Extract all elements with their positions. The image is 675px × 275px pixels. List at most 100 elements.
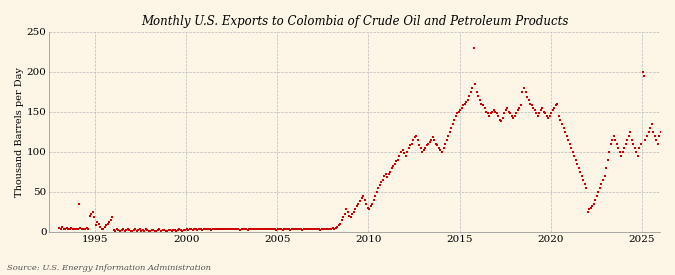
Point [144,229,155,233]
Point [265,227,276,232]
Point [342,210,353,214]
Point [89,215,100,219]
Point [557,122,568,126]
Point [54,226,65,230]
Point [478,103,489,108]
Point [229,227,240,232]
Point [458,103,468,108]
Point [385,170,396,174]
Point [560,130,570,134]
Point [80,226,90,231]
Point [607,138,618,142]
Point [262,227,273,232]
Point [481,110,491,114]
Point [466,90,477,94]
Point [618,150,628,154]
Point [462,98,473,102]
Point [381,172,392,176]
Point [117,227,128,232]
Point [439,142,450,146]
Point [655,130,666,134]
Point [190,226,201,231]
Point [346,215,356,219]
Point [257,227,268,232]
Point [663,142,674,146]
Point [631,150,642,154]
Point [200,227,211,232]
Point [504,110,514,114]
Point [425,140,435,144]
Point [450,114,461,118]
Point [189,227,200,232]
Point [585,205,596,210]
Point [517,90,528,94]
Point [520,90,531,94]
Point [104,220,115,224]
Point [238,226,248,231]
Point [488,108,499,112]
Point [83,226,94,231]
Point [327,226,338,230]
Point [209,226,219,231]
Point [145,229,156,233]
Point [113,228,124,232]
Point [412,138,423,142]
Point [310,226,321,231]
Point [215,227,225,232]
Point [452,111,462,116]
Point [476,102,487,106]
Point [660,142,671,146]
Point [317,227,327,232]
Point [569,154,580,158]
Point [326,227,337,232]
Point [344,214,355,218]
Point [470,82,481,86]
Point [280,227,291,232]
Point [217,227,227,232]
Point [160,229,171,233]
Point [172,228,183,232]
Point [242,228,253,232]
Point [610,138,620,142]
Point [662,138,672,142]
Point [110,229,121,233]
Point [116,228,127,232]
Point [511,111,522,116]
Point [151,229,162,233]
Point [294,227,304,232]
Point [373,186,383,190]
Point [219,226,230,231]
Point [518,86,529,90]
Point [540,111,551,116]
Point [275,226,286,231]
Point [642,134,653,138]
Point [516,103,526,108]
Point [438,146,449,150]
Point [109,228,119,232]
Point [626,138,637,142]
Point [479,106,490,110]
Point [75,226,86,230]
Point [300,226,310,231]
Point [406,142,417,146]
Point [111,227,122,232]
Point [464,94,475,98]
Point [115,229,126,233]
Point [467,86,478,90]
Point [583,210,593,214]
Point [543,116,554,120]
Point [484,114,495,118]
Point [449,118,460,122]
Point [433,146,444,150]
Point [444,130,455,134]
Point [405,143,416,148]
Point [150,229,161,233]
Point [360,202,371,206]
Point [564,142,575,146]
Point [302,227,313,232]
Point [245,227,256,232]
Point [77,226,88,231]
Point [306,227,317,232]
Point [359,197,370,202]
Point [446,126,456,130]
